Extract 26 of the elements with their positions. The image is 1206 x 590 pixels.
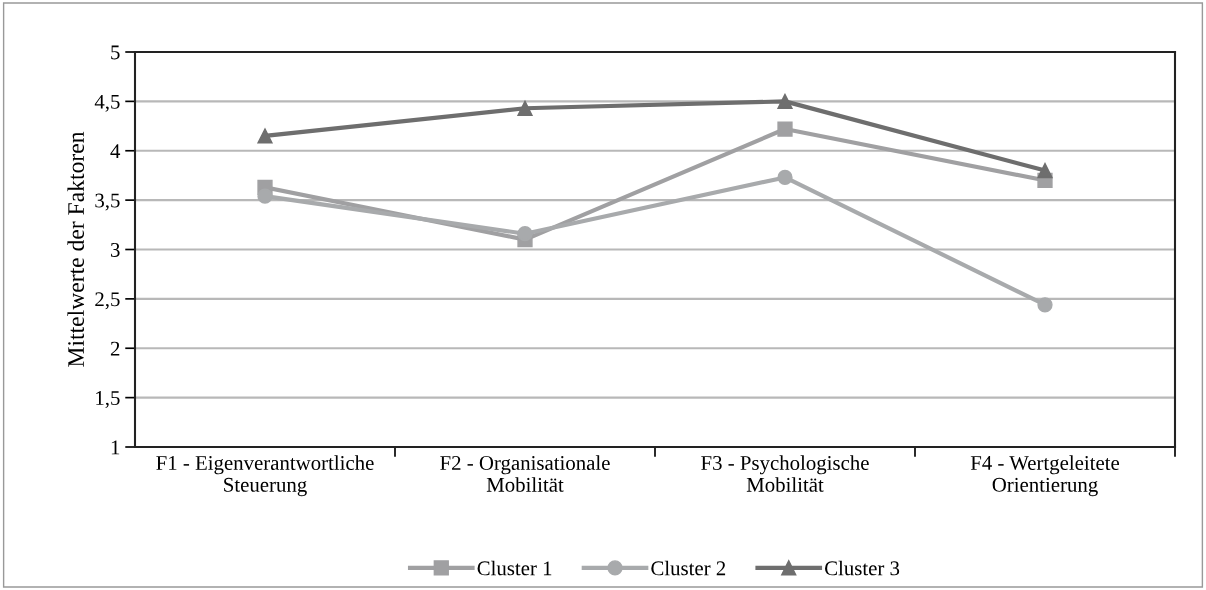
y-tick-label: 3,5 — [95, 193, 120, 211]
x-tick-label: F1 - Eigenverantwortliche Steuerung — [156, 455, 374, 497]
legend-label: Cluster 1 — [477, 560, 552, 576]
point — [777, 169, 793, 186]
y-tick-label: 2,5 — [95, 292, 120, 310]
point — [1037, 297, 1053, 313]
y-tick-label: 4 — [110, 144, 121, 158]
y-tick-label: 5 — [111, 45, 120, 60]
y-axis-title: Mittelwerte der Faktoren — [67, 131, 85, 367]
point — [257, 128, 273, 144]
x-tick-label: F3 - Psychologische Mobilität — [701, 455, 869, 492]
y-tick-label: 4,5 — [94, 94, 120, 112]
y-tick-label: 2 — [110, 341, 120, 356]
x-tick-label: F2 - Organisationale Mobilität — [440, 455, 610, 492]
point — [517, 100, 533, 116]
y-tick-label: 1 — [111, 440, 120, 455]
point — [257, 188, 273, 204]
y-tick-label: 1,5 — [96, 391, 120, 409]
point — [777, 93, 793, 110]
legend-label: Cluster 2 — [651, 560, 726, 576]
x-tick-label: F4 - Wertgeleitete Orientierung — [970, 455, 1120, 497]
legend-label: Cluster 3 — [825, 560, 900, 576]
point — [1037, 162, 1053, 179]
point — [517, 226, 533, 242]
point — [777, 121, 793, 137]
y-tick-label: 3 — [111, 242, 120, 257]
